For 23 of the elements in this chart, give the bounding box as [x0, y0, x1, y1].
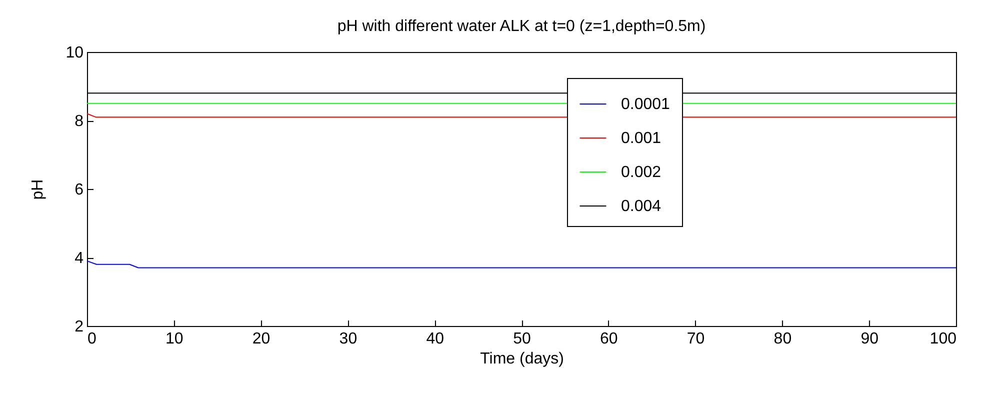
- x-tick-label: 100: [930, 330, 957, 348]
- legend-label: 0.004: [621, 198, 662, 215]
- x-tick-label: 40: [426, 330, 444, 348]
- x-tick-label: 10: [166, 330, 184, 348]
- x-tick-label: 80: [774, 330, 792, 348]
- x-tick-label: 60: [600, 330, 618, 348]
- y-tick-label: 6: [74, 182, 84, 198]
- x-tick-label: 90: [860, 330, 879, 348]
- legend-label: 0.001: [621, 130, 662, 147]
- legend-label: 0.002: [621, 164, 662, 181]
- x-tick-label: 20: [252, 330, 270, 348]
- x-tick-label: 70: [686, 330, 705, 348]
- x-axis-title: Time (days): [480, 350, 564, 368]
- y-tick-label: 10: [66, 44, 84, 62]
- y-axis-title: pH: [30, 179, 47, 200]
- chart-title: pH with different water ALK at t=0 (z=1,depth=0.5m): [337, 18, 706, 35]
- y-tick-label: 4: [74, 250, 84, 267]
- y-tick-label: 8: [74, 113, 84, 130]
- y-tick-label: 2: [74, 318, 84, 336]
- x-tick-label: 30: [339, 330, 358, 348]
- x-tick-label: 50: [513, 330, 531, 348]
- legend-label: 0.0001: [621, 96, 670, 113]
- x-tick-label: 0: [88, 330, 96, 348]
